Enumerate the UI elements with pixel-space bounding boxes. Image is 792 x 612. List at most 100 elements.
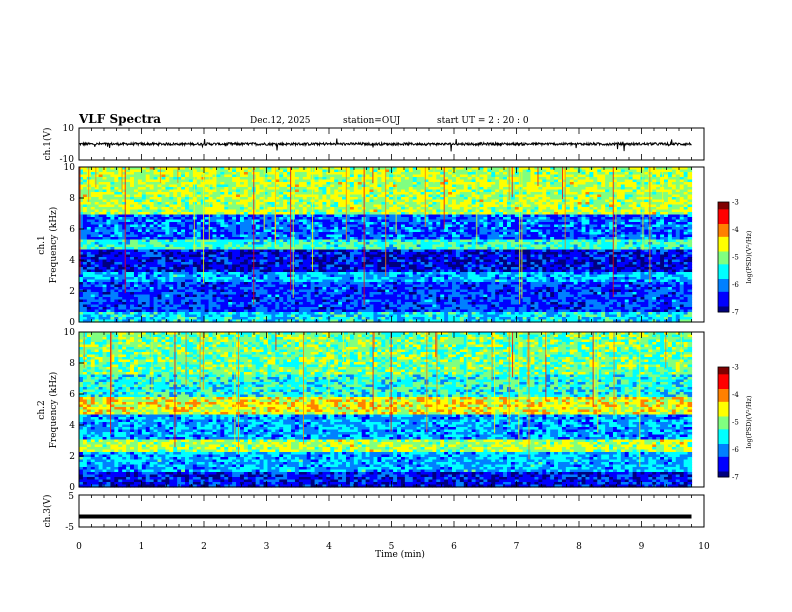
spectrogram-cell bbox=[514, 182, 520, 186]
spectrogram-cell bbox=[381, 179, 386, 183]
spectrogram-cell bbox=[287, 204, 292, 208]
spectrogram-cell bbox=[94, 207, 100, 211]
spectrogram-cell bbox=[196, 192, 202, 196]
spectrogram-cell bbox=[675, 202, 681, 206]
spectrogram-cell bbox=[671, 177, 677, 181]
spectrogram-cell bbox=[585, 187, 591, 191]
spectrogram-cell bbox=[389, 179, 394, 183]
spectrogram-cell bbox=[349, 199, 355, 203]
spectrogram-cell bbox=[624, 184, 630, 188]
spectrogram-cell bbox=[243, 202, 249, 206]
spectrogram-cell bbox=[345, 174, 351, 178]
spectrogram-cell bbox=[620, 202, 626, 206]
spectrogram-cell bbox=[145, 167, 151, 171]
spectrogram-cell bbox=[294, 184, 300, 188]
spectrogram-cell bbox=[98, 199, 104, 203]
spectrogram-cell bbox=[475, 177, 481, 181]
spectrogram-cell bbox=[518, 184, 524, 188]
spectrogram-cell bbox=[126, 207, 131, 211]
spectrogram-cell bbox=[377, 204, 382, 208]
spectrogram-cell bbox=[338, 184, 343, 188]
spectrogram-cell bbox=[679, 172, 685, 176]
spectrogram-cell bbox=[487, 204, 492, 208]
spectrogram-cell bbox=[94, 167, 100, 171]
spectrogram-cell bbox=[98, 182, 104, 186]
spectrogram-cell bbox=[263, 167, 269, 171]
spectrogram-cell bbox=[459, 189, 465, 193]
spectrogram-cell bbox=[322, 174, 327, 178]
spectrogram-cell bbox=[169, 199, 174, 203]
spectrogram-cell bbox=[141, 207, 147, 211]
spectrogram-cell bbox=[279, 204, 284, 208]
spectrogram-cell bbox=[389, 187, 394, 191]
spectrogram-cell bbox=[106, 187, 112, 191]
spectrogram-cell bbox=[165, 184, 170, 188]
spectrogram-cell bbox=[110, 204, 115, 208]
spectrogram-cell bbox=[330, 167, 335, 171]
spectrogram-cell bbox=[208, 169, 214, 173]
spectrogram-cell bbox=[204, 199, 210, 203]
spectrogram-cell bbox=[416, 204, 422, 208]
spectrogram-cell bbox=[153, 204, 159, 208]
spectrogram-cell bbox=[118, 204, 123, 208]
spectrogram-cell bbox=[204, 187, 210, 191]
spectrogram-cell bbox=[79, 187, 84, 191]
spectrogram-cell bbox=[534, 174, 539, 178]
spectrogram-cell bbox=[130, 169, 135, 173]
spectrogram-cell bbox=[569, 174, 575, 178]
spectrogram-cell bbox=[271, 182, 276, 186]
spectrogram-cell bbox=[79, 192, 84, 196]
spectrogram-cell bbox=[408, 187, 414, 191]
spectrogram-cell bbox=[342, 204, 347, 208]
spectrogram-cell bbox=[479, 192, 485, 196]
spectrogram-cell bbox=[247, 207, 253, 211]
spectrogram-cell bbox=[467, 169, 473, 173]
spectrogram-cell bbox=[110, 169, 115, 173]
spectrogram-cell bbox=[185, 202, 190, 206]
spectrogram-cell bbox=[157, 207, 163, 211]
spectrogram-cell bbox=[145, 184, 151, 188]
spectrogram-cell bbox=[534, 182, 539, 186]
spectrogram-cell bbox=[275, 204, 280, 208]
spectrogram-cell bbox=[338, 167, 343, 171]
spectrogram-cell bbox=[526, 202, 532, 206]
spectrogram-cell bbox=[499, 169, 504, 173]
spectrogram-cell bbox=[664, 192, 669, 196]
spectrogram-cell bbox=[420, 189, 426, 193]
spectrogram-cell bbox=[369, 199, 375, 203]
spectrogram-cell bbox=[267, 182, 272, 186]
spectrogram-cell bbox=[491, 202, 496, 206]
spectrogram-cell bbox=[648, 202, 653, 206]
spectrogram-cell bbox=[157, 174, 163, 178]
spectrogram-cell bbox=[404, 179, 410, 183]
spectrogram-cell bbox=[636, 199, 642, 203]
spectrogram-cell bbox=[283, 187, 288, 191]
spectrogram-cell bbox=[648, 192, 653, 196]
spectrogram-cell bbox=[342, 187, 347, 191]
spectrogram-cell bbox=[479, 204, 485, 208]
spectrogram-cell bbox=[357, 197, 363, 201]
spectrogram-cell bbox=[165, 207, 170, 211]
spectrogram-cell bbox=[397, 189, 402, 193]
spectrogram-cell bbox=[177, 174, 182, 178]
spectrogram-cell bbox=[526, 197, 532, 201]
spectrogram-cell bbox=[133, 197, 139, 201]
spectrogram-cell bbox=[114, 184, 119, 188]
spectrogram-cell bbox=[573, 174, 579, 178]
spectrogram-cell bbox=[652, 177, 657, 181]
spectrogram-cell bbox=[357, 167, 363, 171]
spectrogram-cell bbox=[416, 199, 422, 203]
spectrogram-cell bbox=[365, 199, 371, 203]
spectrogram-cell bbox=[667, 189, 673, 193]
spectrogram-cell bbox=[373, 192, 378, 196]
spectrogram-cell bbox=[326, 192, 331, 196]
spectrogram-cell bbox=[181, 184, 186, 188]
spectrogram-cell bbox=[479, 199, 485, 203]
spectrogram-cell bbox=[428, 177, 433, 181]
spectrogram-cell bbox=[667, 194, 673, 198]
spectrogram-cell bbox=[165, 197, 170, 201]
spectrogram-cell bbox=[397, 177, 402, 181]
spectrogram-cell bbox=[495, 194, 500, 198]
spectrogram-cell bbox=[573, 179, 579, 183]
spectrogram-cell bbox=[491, 204, 496, 208]
